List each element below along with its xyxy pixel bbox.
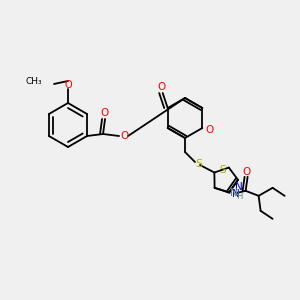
- Text: O: O: [205, 125, 213, 135]
- Text: N: N: [235, 182, 243, 192]
- Text: CH₃: CH₃: [26, 77, 42, 86]
- Text: S: S: [195, 159, 203, 169]
- Text: N: N: [232, 189, 240, 199]
- Text: O: O: [64, 80, 72, 90]
- Text: N: N: [230, 188, 238, 198]
- Text: O: O: [158, 82, 166, 92]
- Text: O: O: [242, 167, 251, 177]
- Text: O: O: [120, 131, 128, 141]
- Text: O: O: [100, 108, 108, 118]
- Text: S: S: [220, 165, 226, 175]
- Text: H: H: [236, 192, 243, 201]
